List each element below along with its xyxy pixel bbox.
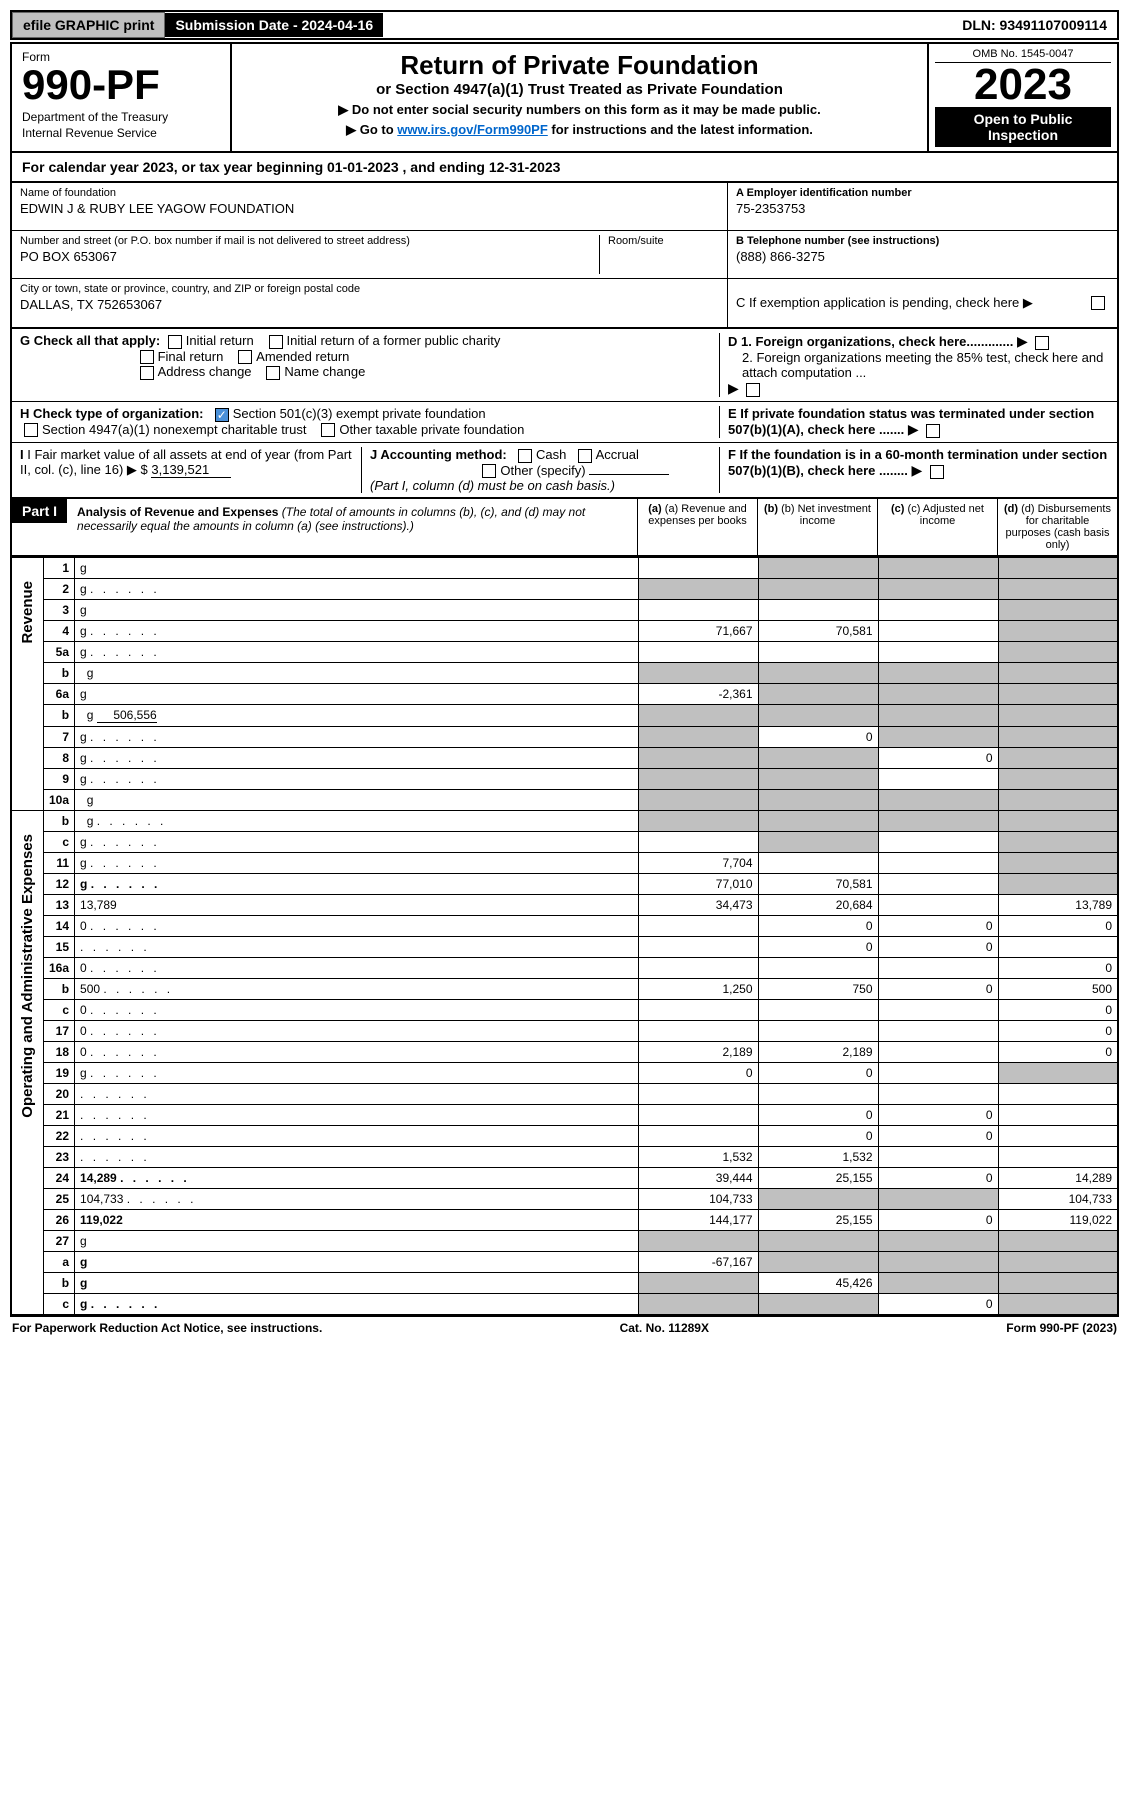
ein-label: A Employer identification number	[736, 187, 1109, 199]
room-label: Room/suite	[608, 235, 719, 247]
table-row: 140 . . . . . .000	[11, 916, 1118, 937]
4947-checkbox[interactable]	[24, 423, 38, 437]
form-title: Return of Private Foundation	[242, 50, 917, 81]
form-subtitle: or Section 4947(a)(1) Trust Treated as P…	[242, 81, 917, 98]
exemption-pending: C If exemption application is pending, c…	[736, 295, 1033, 311]
part1-title: Analysis of Revenue and Expenses	[77, 505, 278, 519]
d1-label: D 1. Foreign organizations, check here..…	[728, 334, 1013, 349]
address-change-checkbox[interactable]	[140, 366, 154, 380]
revenue-side-label: Revenue	[17, 561, 38, 664]
instructions-link[interactable]: www.irs.gov/Form990PF	[397, 122, 548, 137]
initial-former-checkbox[interactable]	[269, 335, 283, 349]
table-row: 170 . . . . . .0	[11, 1021, 1118, 1042]
g-label: G Check all that apply:	[20, 333, 160, 348]
table-row: 3g	[11, 600, 1118, 621]
part1-label: Part I	[12, 499, 67, 523]
d1-checkbox[interactable]	[1035, 336, 1049, 350]
table-row: 23 . . . . . .1,5321,532	[11, 1147, 1118, 1168]
accrual-checkbox[interactable]	[578, 449, 592, 463]
table-row: 10a g	[11, 790, 1118, 811]
foundation-name: EDWIN J & RUBY LEE YAGOW FOUNDATION	[20, 201, 719, 216]
footer-left: For Paperwork Reduction Act Notice, see …	[12, 1321, 322, 1335]
ein: 75-2353753	[736, 201, 1109, 216]
table-row: 22 . . . . . .00	[11, 1126, 1118, 1147]
table-row: 16a0 . . . . . .0	[11, 958, 1118, 979]
footer-form: Form 990-PF (2023)	[1006, 1321, 1117, 1335]
table-row: 8g . . . . . .0	[11, 748, 1118, 769]
table-row: 27g	[11, 1231, 1118, 1252]
e-checkbox[interactable]	[926, 424, 940, 438]
final-return-checkbox[interactable]	[140, 350, 154, 364]
note-ssn: ▶ Do not enter social security numbers o…	[242, 102, 917, 118]
initial-return-checkbox[interactable]	[168, 335, 182, 349]
other-taxable-checkbox[interactable]	[321, 423, 335, 437]
f-checkbox[interactable]	[930, 465, 944, 479]
h-label: H Check type of organization:	[20, 406, 203, 421]
j-note: (Part I, column (d) must be on cash basi…	[370, 478, 615, 493]
table-row: 25104,733 . . . . . .104,733104,733	[11, 1189, 1118, 1210]
table-row: 11g . . . . . .7,704	[11, 853, 1118, 874]
part1-table: Revenue1g2g . . . . . .3g4g . . . . . .7…	[10, 557, 1119, 1316]
j-label: J Accounting method:	[370, 447, 507, 462]
table-row: ag-67,167	[11, 1252, 1118, 1273]
table-row: 19g . . . . . .00	[11, 1063, 1118, 1084]
table-row: 15 . . . . . .00	[11, 937, 1118, 958]
department: Department of the Treasury Internal Reve…	[22, 110, 220, 141]
table-row: 6ag-2,361	[11, 684, 1118, 705]
checks-block: G Check all that apply: Initial return I…	[10, 329, 1119, 499]
page-footer: For Paperwork Reduction Act Notice, see …	[10, 1316, 1119, 1339]
table-row: Operating and Administrative Expensesb g…	[11, 811, 1118, 832]
name-label: Name of foundation	[20, 187, 719, 199]
efile-print-button[interactable]: efile GRAPHIC print	[12, 12, 165, 38]
table-row: b g	[11, 663, 1118, 684]
address-label: Number and street (or P.O. box number if…	[20, 235, 599, 247]
tax-year: 2023	[935, 63, 1111, 107]
table-row: 2g . . . . . .	[11, 579, 1118, 600]
table-row: 2414,289 . . . . . .39,44425,155014,289	[11, 1168, 1118, 1189]
form-number: 990-PF	[22, 64, 220, 106]
table-row: 180 . . . . . .2,1892,1890	[11, 1042, 1118, 1063]
table-row: c0 . . . . . .0	[11, 1000, 1118, 1021]
name-change-checkbox[interactable]	[266, 366, 280, 380]
top-bar: efile GRAPHIC print Submission Date - 20…	[10, 10, 1119, 40]
table-row: Revenue1g	[11, 558, 1118, 579]
table-row: 21 . . . . . .00	[11, 1105, 1118, 1126]
table-row: b500 . . . . . .1,2507500500	[11, 979, 1118, 1000]
identification-block: Name of foundation EDWIN J & RUBY LEE YA…	[10, 183, 1119, 329]
open-public: Open to Public Inspection	[935, 107, 1111, 147]
dln: DLN: 93491107009114	[952, 13, 1117, 37]
d2-label: 2. Foreign organizations meeting the 85%…	[728, 350, 1109, 380]
table-row: 7g . . . . . .0	[11, 727, 1118, 748]
cash-checkbox[interactable]	[518, 449, 532, 463]
city-label: City or town, state or province, country…	[20, 283, 719, 295]
address: PO BOX 653067	[20, 249, 599, 264]
calendar-year: For calendar year 2023, or tax year begi…	[10, 153, 1119, 183]
table-row: cg . . . . . .	[11, 832, 1118, 853]
footer-cat: Cat. No. 11289X	[620, 1321, 709, 1335]
table-row: 9g . . . . . .	[11, 769, 1118, 790]
table-row: 12g . . . . . .77,01070,581	[11, 874, 1118, 895]
telephone: (888) 866-3275	[736, 249, 1109, 264]
amended-return-checkbox[interactable]	[238, 350, 252, 364]
part1-header: Part I Analysis of Revenue and Expenses …	[10, 499, 1119, 557]
table-row: 5ag . . . . . .	[11, 642, 1118, 663]
exemption-checkbox[interactable]	[1091, 296, 1105, 310]
other-method-checkbox[interactable]	[482, 464, 496, 478]
table-row: 26119,022144,17725,1550119,022	[11, 1210, 1118, 1231]
form-header: Form 990-PF Department of the Treasury I…	[10, 42, 1119, 153]
table-row: 4g . . . . . .71,66770,581	[11, 621, 1118, 642]
note-link: ▶ Go to www.irs.gov/Form990PF for instru…	[242, 122, 917, 138]
table-row: b g 506,556	[11, 705, 1118, 727]
table-row: cg . . . . . .0	[11, 1294, 1118, 1316]
fmv-value: 3,139,521	[151, 462, 231, 478]
table-row: 1313,78934,47320,68413,789	[11, 895, 1118, 916]
d2-checkbox[interactable]	[746, 383, 760, 397]
table-row: bg45,426	[11, 1273, 1118, 1294]
city: DALLAS, TX 752653067	[20, 297, 719, 312]
expenses-side-label: Operating and Administrative Expenses	[17, 814, 38, 1138]
table-row: 20 . . . . . .	[11, 1084, 1118, 1105]
501c3-checkbox[interactable]	[215, 408, 229, 422]
tel-label: B Telephone number (see instructions)	[736, 235, 1109, 247]
submission-date: Submission Date - 2024-04-16	[165, 13, 383, 37]
